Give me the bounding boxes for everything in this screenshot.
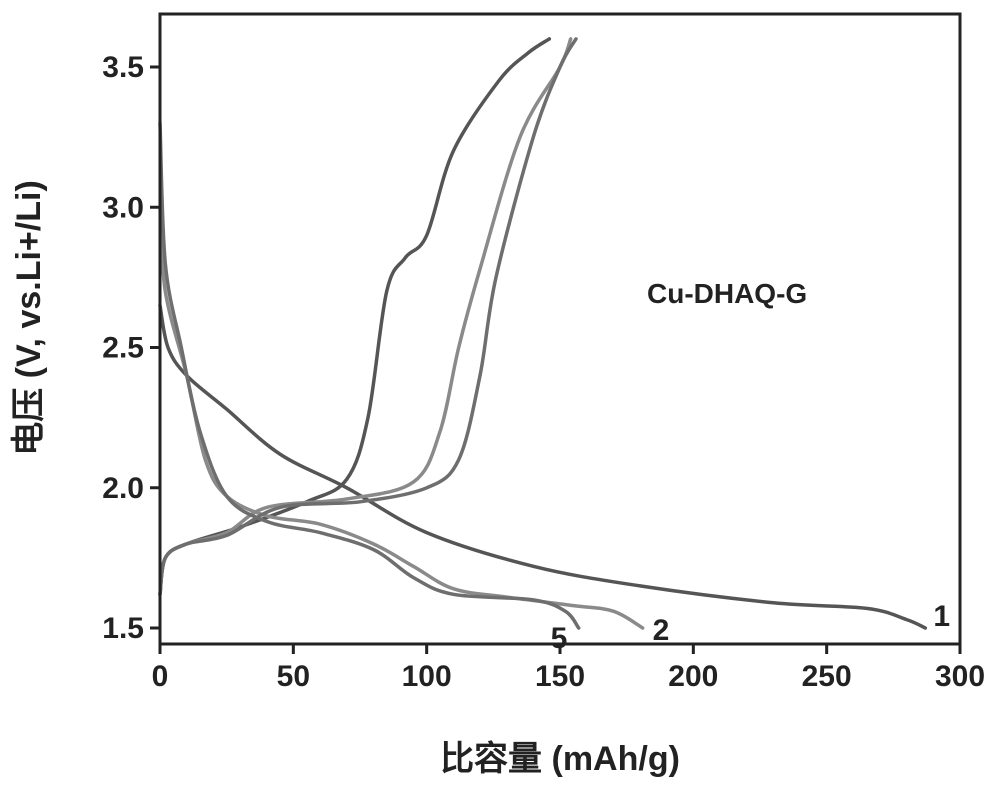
discharge-curve-1 (158, 303, 928, 630)
y-tick-label: 3.5 (102, 51, 144, 84)
y-axis-ticks: 1.5 2.0 2.5 3.0 3.5 (102, 51, 160, 645)
charge-curve-5 (158, 37, 578, 597)
curve-label-5: 5 (551, 622, 568, 655)
x-axis-ticks: 0 50 100 150 200 250 300 (152, 644, 985, 693)
series-curves (158, 37, 928, 630)
charge-curve-2 (158, 37, 573, 597)
curve-labels: 1 2 5 (551, 600, 950, 655)
discharge-curve-5 (158, 121, 581, 630)
curve-label-1: 1 (933, 600, 950, 633)
x-tick-label: 100 (402, 660, 452, 693)
x-tick-label: 50 (277, 660, 310, 693)
curve-label-2: 2 (653, 614, 670, 647)
x-tick-label: 250 (802, 660, 852, 693)
annotation-label: Cu-DHAQ-G (647, 278, 807, 309)
y-tick-label: 1.5 (102, 612, 144, 645)
discharge-curve-2 (158, 205, 645, 630)
x-tick-label: 200 (668, 660, 718, 693)
charge-curve-1 (158, 37, 552, 597)
x-tick-label: 300 (935, 660, 985, 693)
x-tick-label: 0 (152, 660, 169, 693)
plot-frame (158, 12, 962, 646)
y-tick-label: 2.0 (102, 472, 144, 505)
x-tick-label: 150 (535, 660, 585, 693)
y-tick-label: 2.5 (102, 332, 144, 365)
y-tick-label: 3.0 (102, 191, 144, 224)
y-axis-title: 电压 (V, vs.Li+/Li) (10, 180, 48, 456)
x-axis-title: 比容量 (mAh/g) (440, 740, 680, 778)
